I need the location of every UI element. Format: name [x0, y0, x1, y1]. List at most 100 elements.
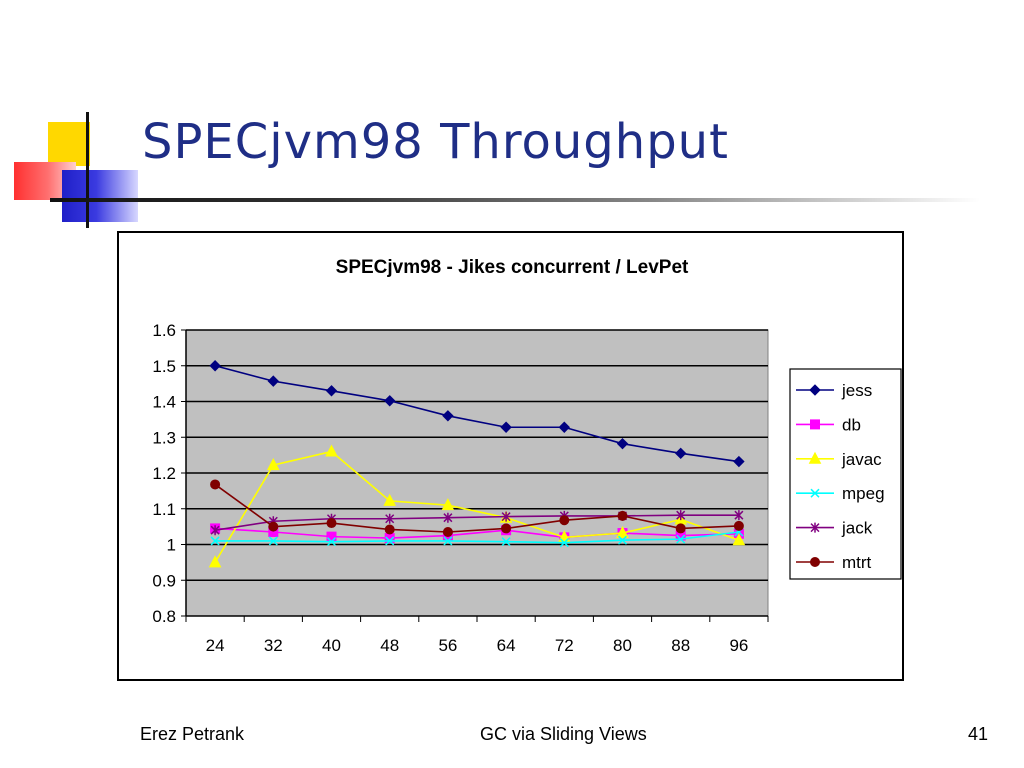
x-tick-label: 96	[729, 636, 748, 655]
legend-box	[789, 368, 902, 580]
data-point	[385, 513, 395, 524]
legend-item-mtrt: mtrt	[796, 553, 872, 572]
series-mtrt	[210, 479, 744, 537]
data-point	[616, 525, 629, 539]
data-point	[501, 537, 511, 547]
data-point	[500, 421, 512, 433]
legend-marker	[810, 419, 820, 430]
data-point	[441, 498, 455, 511]
data-point	[501, 523, 512, 534]
y-tick-label: 1.1	[152, 500, 176, 519]
series-mpeg	[210, 527, 744, 548]
data-point	[385, 536, 395, 546]
data-point	[325, 385, 338, 397]
data-point	[383, 395, 396, 407]
x-tick-label: 64	[497, 636, 516, 655]
data-point	[676, 510, 686, 521]
legend-label: jack	[841, 519, 873, 538]
data-point	[266, 458, 280, 471]
data-point	[326, 537, 337, 547]
data-point	[383, 493, 397, 506]
decorative-yellow-square	[48, 122, 90, 166]
data-point	[617, 535, 628, 545]
x-tick-label: 24	[206, 636, 225, 655]
footer-presentation-title: GC via Sliding Views	[480, 724, 647, 744]
data-point	[733, 455, 745, 468]
slide-title: SPECjvm98 Throughput	[142, 114, 729, 170]
legend-item-mpeg: mpeg	[796, 484, 885, 503]
series-line	[214, 483, 739, 533]
legend-label: mtrt	[842, 553, 872, 572]
data-point	[326, 531, 337, 542]
data-point	[617, 510, 628, 521]
y-tick-label: 1.4	[152, 393, 176, 412]
series-line	[215, 531, 739, 544]
series-line	[214, 450, 740, 563]
chart-title: SPECjvm98 - Jikes concurrent / LevPet	[336, 257, 689, 278]
y-tick-label: 1.2	[152, 464, 176, 483]
data-point	[734, 510, 744, 521]
legend-item-db: db	[796, 415, 861, 434]
data-point	[675, 523, 686, 534]
data-point	[443, 536, 453, 546]
data-point	[210, 525, 220, 536]
data-point	[210, 536, 220, 546]
data-point	[559, 538, 569, 548]
y-tick-label: 1.5	[152, 357, 176, 376]
chart-frame: SPECjvm98 - Jikes concurrent / LevPet 1.…	[117, 231, 904, 681]
legend: jess db javac mpeg jack mtrt	[789, 368, 902, 580]
data-point	[384, 524, 395, 535]
series-line	[215, 527, 739, 539]
series-line	[214, 514, 739, 531]
data-point	[268, 536, 278, 546]
y-tick-label: 1	[167, 536, 176, 555]
y-tick-label: 1.3	[152, 428, 176, 447]
y-tick-label: 0.9	[152, 571, 176, 590]
x-tick-label: 88	[671, 636, 690, 655]
x-tick-label: 72	[555, 636, 574, 655]
data-point	[733, 520, 744, 531]
x-tick-label: 40	[322, 636, 341, 655]
data-point	[558, 421, 571, 433]
data-point	[442, 526, 453, 537]
data-point	[210, 479, 221, 490]
data-point	[443, 512, 453, 523]
title-underline	[50, 198, 980, 202]
data-point	[732, 533, 746, 546]
data-point	[267, 375, 280, 387]
x-tick-label: 80	[613, 636, 632, 655]
y-tick-label: 0.8	[152, 607, 176, 626]
legend-label: javac	[841, 450, 882, 469]
data-point	[268, 521, 279, 532]
legend-marker	[808, 451, 822, 464]
data-point	[676, 534, 686, 544]
data-point	[442, 410, 454, 422]
legend-marker	[810, 557, 820, 567]
x-tick-label: 48	[380, 636, 399, 655]
x-tick-label: 56	[438, 636, 457, 655]
legend-marker	[809, 384, 821, 396]
decorative-vertical-line	[86, 112, 89, 228]
decorative-blue-square	[62, 170, 138, 222]
data-point	[559, 515, 570, 526]
legend-item-javac: javac	[796, 450, 882, 469]
footer-author: Erez Petrank	[140, 724, 245, 744]
legend-item-jack: jack	[796, 519, 873, 538]
data-point	[325, 444, 338, 457]
legend-label: db	[842, 415, 861, 434]
series-line	[214, 364, 740, 463]
x-tick-label: 32	[264, 636, 283, 655]
legend-label: jess	[841, 381, 872, 400]
data-point	[674, 447, 687, 460]
line-chart: SPECjvm98 - Jikes concurrent / LevPet 1.…	[152, 257, 902, 655]
footer-page-number: 41	[968, 724, 989, 744]
y-tick-label: 1.6	[152, 321, 176, 340]
data-point	[208, 555, 222, 568]
data-point	[209, 360, 221, 372]
data-point	[501, 511, 511, 522]
legend-marker	[810, 488, 820, 498]
legend-label: mpeg	[842, 484, 885, 503]
legend-item-jess: jess	[796, 381, 872, 400]
data-point	[326, 518, 337, 529]
legend-marker	[810, 522, 820, 533]
